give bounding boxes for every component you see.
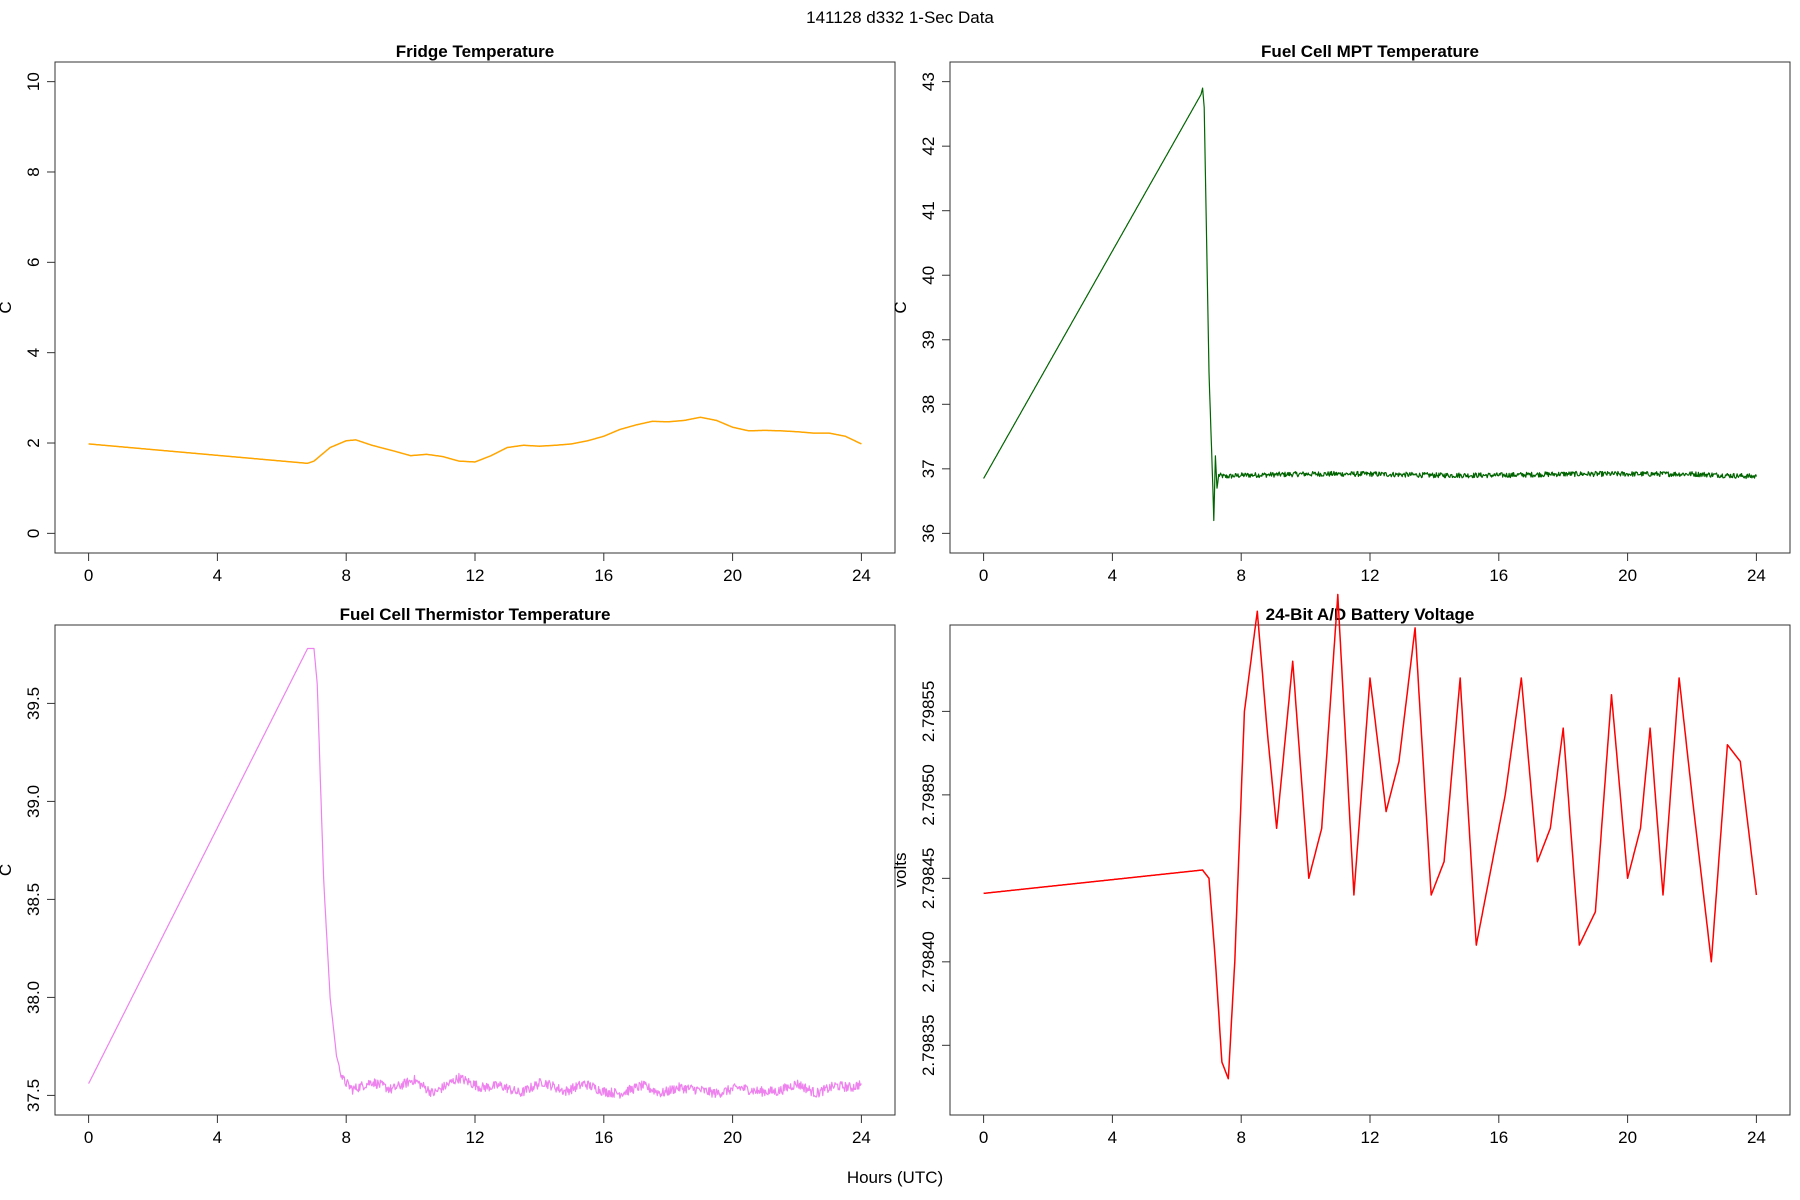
y-tick-label: 36 [919, 524, 938, 543]
x-tick-label: 8 [1236, 566, 1245, 585]
x-tick-label: 20 [1618, 566, 1637, 585]
y-axis-label: C [0, 864, 15, 876]
y-tick-label: 37.5 [24, 1079, 43, 1112]
x-tick-label: 16 [594, 566, 613, 585]
y-tick-label: 2 [24, 438, 43, 447]
y-tick-label: 2.79850 [919, 764, 938, 825]
x-tick-label: 20 [723, 566, 742, 585]
y-tick-label: 39 [919, 330, 938, 349]
panel-title: Fuel Cell Thermistor Temperature [340, 605, 611, 624]
x-tick-label: 4 [213, 566, 222, 585]
panel-fuel-cell-mpt-temperature: Fuel Cell MPT Temperature C 0 4 8 12 16 20 24 3… [891, 42, 1791, 585]
x-tick-label: 12 [466, 1128, 485, 1147]
plot-frame [54, 624, 896, 1116]
x-tick-label: 24 [1747, 1128, 1766, 1147]
x-tick-label: 16 [1489, 566, 1508, 585]
plot-frame [949, 61, 1791, 554]
x-tick-label: 12 [1361, 566, 1380, 585]
y-tick-label: 37 [919, 459, 938, 478]
x-tick-label: 12 [1361, 1128, 1380, 1147]
panel-battery-voltage: 24-Bit A/D Battery Voltage volts 0 4 8 12 16… [891, 593, 1791, 1147]
x-tick-label: 16 [1489, 1128, 1508, 1147]
x-tick-label: 0 [84, 1128, 93, 1147]
y-tick-label: 41 [919, 201, 938, 220]
y-axis-label: volts [891, 853, 910, 888]
series-line [983, 593, 1758, 1080]
panel-fuel-cell-thermistor-temperature: Fuel Cell Thermistor Temperature C 0 4 8 12… [0, 605, 896, 1147]
x-tick-label: 12 [466, 566, 485, 585]
panel-title: Fuel Cell MPT Temperature [1261, 42, 1479, 61]
x-tick-label: 20 [723, 1128, 742, 1147]
x-tick-label: 24 [1747, 566, 1766, 585]
panel-title: 24-Bit A/D Battery Voltage [1266, 605, 1475, 624]
x-tick-label: 8 [341, 1128, 350, 1147]
y-axis-label: C [891, 301, 910, 313]
series-line [88, 416, 862, 465]
y-axis-label: C [0, 301, 15, 313]
x-tick-label: 20 [1618, 1128, 1637, 1147]
figure-title: 141128 d332 1-Sec Data [806, 8, 994, 27]
plot-frame [949, 624, 1791, 1116]
x-tick-label: 0 [979, 566, 988, 585]
y-tick-label: 39.0 [24, 785, 43, 818]
x-tick-label: 24 [852, 566, 871, 585]
x-tick-label: 4 [1108, 566, 1117, 585]
x-tick-label: 4 [1108, 1128, 1117, 1147]
y-tick-label: 38.5 [24, 883, 43, 916]
plot-frame [54, 61, 896, 554]
y-tick-label: 10 [24, 72, 43, 91]
x-tick-label: 0 [84, 566, 93, 585]
y-tick-label: 8 [24, 167, 43, 176]
y-tick-label: 4 [24, 348, 43, 357]
y-tick-label: 2.79840 [919, 931, 938, 992]
y-tick-label: 0 [24, 529, 43, 538]
y-tick-label: 38 [919, 395, 938, 414]
figure-x-axis-label: Hours (UTC) [847, 1168, 943, 1187]
panel-title: Fridge Temperature [396, 42, 554, 61]
x-tick-label: 16 [594, 1128, 613, 1147]
x-tick-label: 8 [1236, 1128, 1245, 1147]
y-tick-label: 6 [24, 258, 43, 267]
y-tick-label: 40 [919, 266, 938, 285]
y-tick-label: 42 [919, 137, 938, 156]
y-tick-label: 38.0 [24, 981, 43, 1014]
y-tick-label: 43 [919, 72, 938, 91]
y-tick-label: 2.79845 [919, 848, 938, 909]
y-tick-label: 2.79835 [919, 1015, 938, 1076]
x-tick-label: 24 [852, 1128, 871, 1147]
y-tick-label: 39.5 [24, 687, 43, 720]
x-tick-label: 0 [979, 1128, 988, 1147]
x-tick-label: 8 [341, 566, 350, 585]
series-line [88, 647, 862, 1099]
series-line [983, 87, 1757, 522]
x-tick-label: 4 [213, 1128, 222, 1147]
y-tick-label: 2.79855 [919, 681, 938, 742]
